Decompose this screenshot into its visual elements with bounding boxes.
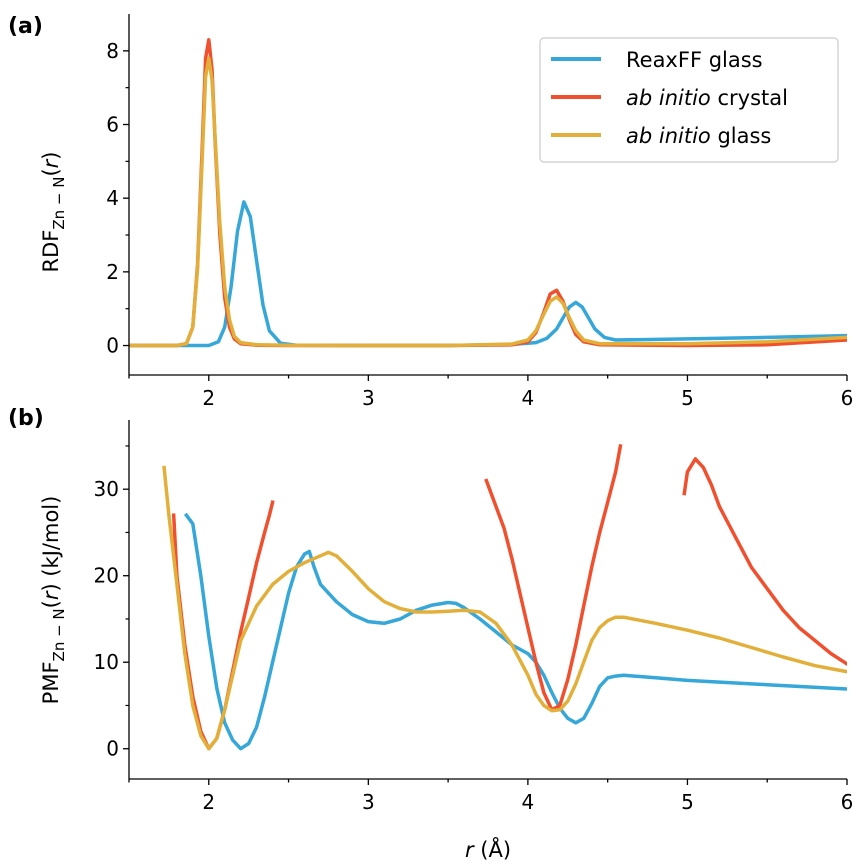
panel-b-series-ab-initio-glass <box>162 465 847 751</box>
panel-a-plot-area: 0 2 4 6 8 2 3 4 5 6 ReaxFF glass ab initio crystal… <box>106 14 853 410</box>
panel-b-y-tick-label: 20 <box>94 564 119 588</box>
panel-b-x-tick-label: 5 <box>681 790 694 814</box>
panel-b-series-reaxff-glass <box>183 512 847 751</box>
panel-a-x-tick-label: 6 <box>841 386 854 410</box>
panel-b-label: (b) <box>8 406 44 431</box>
panel-a-series-reaxff-glass <box>129 200 847 348</box>
panel-b-x-tick-label: 2 <box>202 790 215 814</box>
panel-b-x-tick-label: 3 <box>362 790 375 814</box>
panel-b-series-ab-initio-crystal-segment-3 <box>682 457 847 666</box>
panel-a-x-tick-label: 4 <box>522 386 535 410</box>
panel-a-y-tick-label: 0 <box>106 334 119 358</box>
panel-a-y-tick-label: 4 <box>106 186 119 210</box>
panel-a-label: (a) <box>8 14 43 39</box>
panel-a-y-axis-label: RDFZn − N(r) <box>39 152 68 273</box>
panel-a-x-tick-label: 3 <box>362 386 375 410</box>
legend-label: ab initio glass <box>626 124 771 148</box>
legend: ReaxFF glass ab initio crystal ab initio g… <box>539 37 839 163</box>
legend-label: ReaxFF glass <box>626 48 763 72</box>
panel-a-y-tick-label: 2 <box>106 260 119 284</box>
panel-b-y-tick-label: 10 <box>94 650 119 674</box>
panel-a-series-ab-initio-glass <box>129 56 847 348</box>
panel-a-y-tick-label: 6 <box>106 113 119 137</box>
panel-a-x-tick-label: 2 <box>202 386 215 410</box>
x-axis-label: r (Å) <box>465 836 511 862</box>
panel-a-y-tick-label: 8 <box>106 39 119 63</box>
panel-b-series-lines <box>162 443 847 751</box>
panel-b-axes: 0 10 20 30 2 3 4 5 6 <box>94 420 854 814</box>
legend-label: ab initio crystal <box>626 86 788 110</box>
panel-a-axes: 0 2 4 6 8 2 3 4 5 6 <box>106 14 853 410</box>
panel-b-plot-area: 0 10 20 30 2 3 4 5 6 <box>94 420 854 814</box>
panel-b-y-axis-label: PMFZn − N(r) (kJ/mol) <box>39 496 68 705</box>
panel-a-series-lines <box>129 38 847 348</box>
panel-b-x-tick-label: 4 <box>522 790 535 814</box>
panel-b-y-tick-label: 0 <box>106 737 119 761</box>
legend-box <box>539 37 839 163</box>
panel-b-series-ab-initio-crystal-segment-2 <box>484 443 623 712</box>
panel-b-y-tick-label: 30 <box>94 477 119 501</box>
panel-b-x-tick-label: 6 <box>841 790 854 814</box>
panel-a-x-tick-label: 5 <box>681 386 694 410</box>
